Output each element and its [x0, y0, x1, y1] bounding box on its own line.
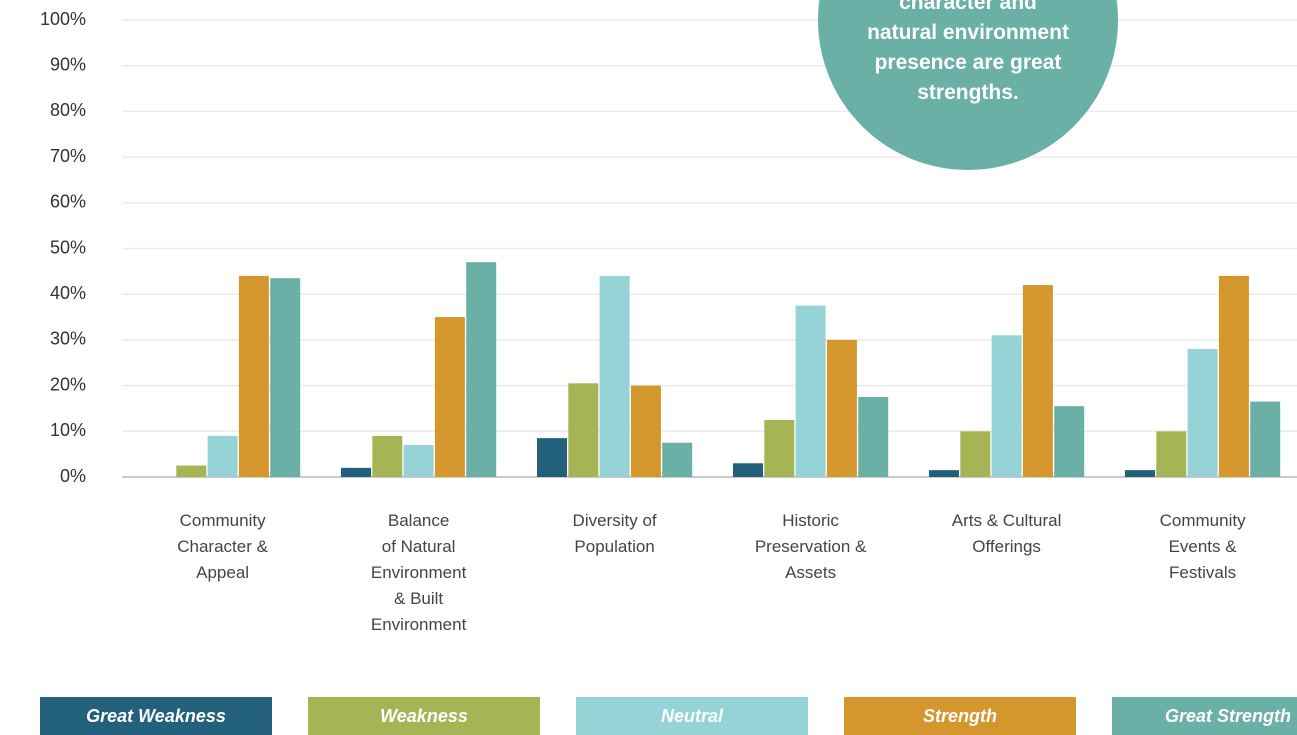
legend-item: Neutral: [576, 697, 808, 735]
legend-label: Weakness: [380, 705, 468, 726]
bar: [434, 317, 465, 477]
bar: [630, 385, 661, 477]
y-tick-label: 70%: [50, 146, 86, 166]
bar: [1125, 470, 1155, 477]
y-tick-label: 60%: [50, 192, 86, 212]
x-tick-label: Arts & Cultural Offerings: [951, 511, 1062, 556]
bar: [1218, 275, 1249, 477]
y-tick-label: 10%: [50, 420, 86, 440]
bar: [1156, 431, 1187, 477]
bar: [403, 445, 434, 477]
bar: [733, 463, 763, 477]
y-tick-label: 30%: [50, 329, 86, 349]
bar: [929, 470, 959, 477]
bar: [764, 419, 795, 477]
x-tick-label: Community Character & Appeal: [177, 511, 268, 582]
annotation-circle: [818, 0, 1118, 170]
bar: [568, 383, 599, 477]
bar: [176, 465, 207, 477]
legend-label: Neutral: [660, 705, 723, 726]
legend-item: Great Strength: [1112, 697, 1297, 735]
annotation-text: presence are great: [874, 51, 1062, 74]
bar: [1022, 285, 1053, 477]
y-tick-label: 100%: [40, 9, 86, 29]
bar: [238, 275, 269, 477]
bar: [826, 339, 857, 477]
x-tick-label: Community Events & Festivals: [1159, 511, 1246, 582]
legend-item: Great Weakness: [40, 697, 272, 735]
y-tick-label: 50%: [50, 237, 86, 257]
bar: [662, 442, 693, 477]
legend-label: Great Weakness: [86, 705, 226, 726]
annotation-text: strengths.: [917, 81, 1019, 104]
bar: [466, 262, 497, 477]
bar: [795, 305, 826, 477]
y-tick-label: 90%: [50, 54, 86, 74]
x-tick-label: Diversity of Population: [572, 511, 657, 556]
bar: [372, 435, 403, 477]
legend-item: Weakness: [308, 697, 540, 735]
bar: [207, 435, 238, 477]
x-tick-label: Balance of Natural Environment & Built E…: [370, 511, 467, 634]
legend-label: Great Strength: [1164, 705, 1292, 726]
bar: [537, 438, 567, 477]
y-tick-label: 20%: [50, 374, 86, 394]
bar: [991, 335, 1022, 477]
annotation-text: natural environment: [867, 21, 1069, 44]
y-tick-label: 80%: [50, 100, 86, 120]
annotation-text: character and: [899, 0, 1037, 14]
legend-item: Strength: [844, 697, 1076, 735]
x-tick-label: Historic Preservation & Assets: [754, 511, 867, 582]
bar: [1250, 401, 1281, 477]
bar: [858, 397, 889, 477]
bar: [960, 431, 991, 477]
legend-label: Strength: [923, 705, 997, 726]
bar: [341, 467, 371, 477]
y-tick-label: 40%: [50, 283, 86, 303]
bar: [599, 275, 630, 477]
bar: [1054, 406, 1085, 477]
bar: [270, 278, 301, 477]
y-tick-label: 0%: [60, 466, 86, 486]
bar: [1187, 349, 1218, 477]
